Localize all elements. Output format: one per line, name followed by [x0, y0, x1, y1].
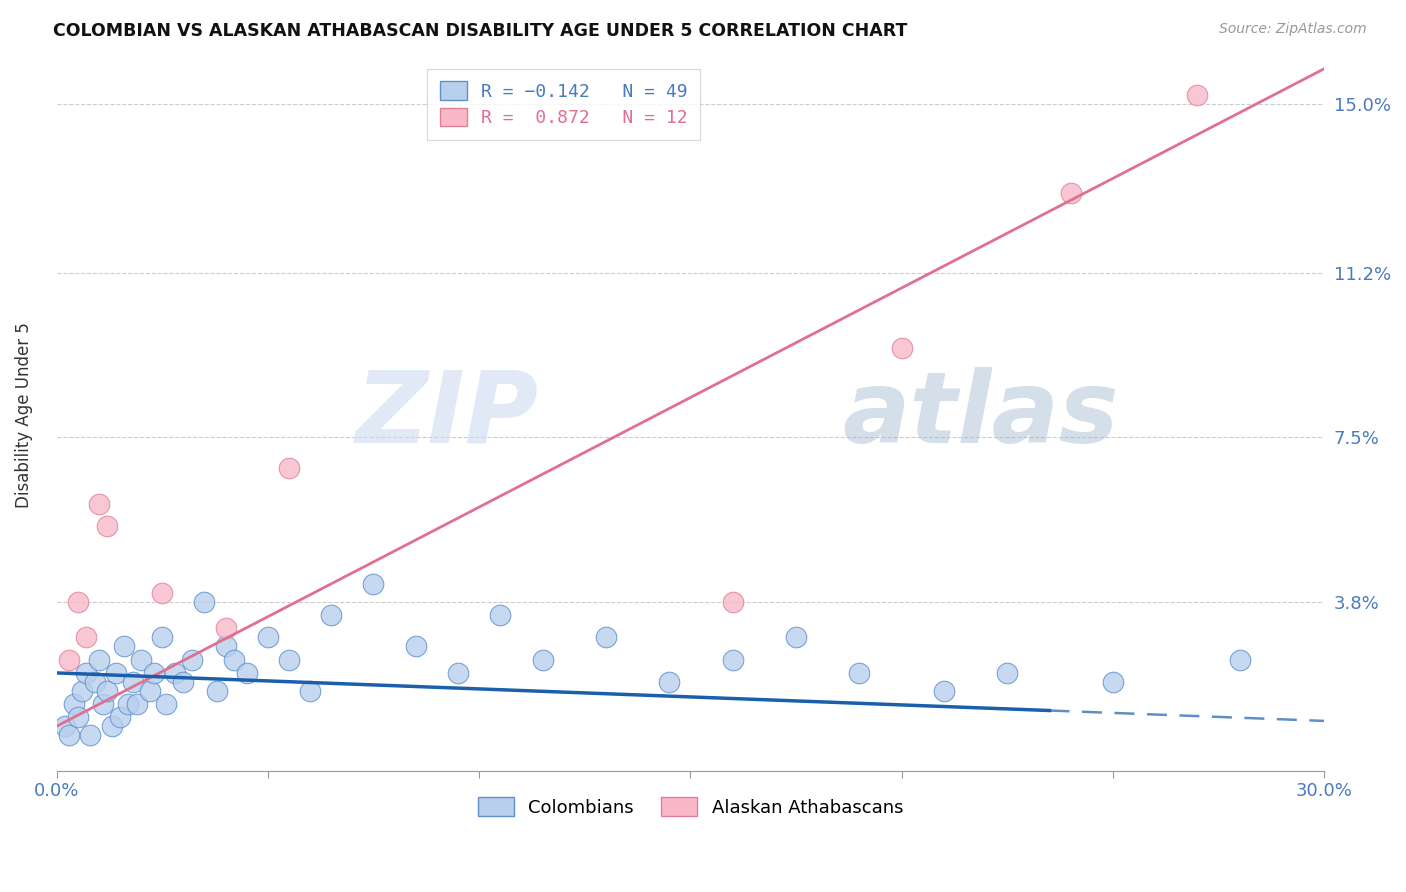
Legend: Colombians, Alaskan Athabascans: Colombians, Alaskan Athabascans	[468, 789, 912, 826]
Point	[205, 683, 228, 698]
Point	[66, 710, 89, 724]
Point	[1229, 652, 1251, 666]
Point	[595, 631, 617, 645]
Point	[66, 595, 89, 609]
Point	[91, 697, 114, 711]
Point	[489, 608, 512, 623]
Point	[278, 652, 301, 666]
Point	[117, 697, 139, 711]
Point	[172, 674, 194, 689]
Point	[79, 728, 101, 742]
Text: COLOMBIAN VS ALASKAN ATHABASCAN DISABILITY AGE UNDER 5 CORRELATION CHART: COLOMBIAN VS ALASKAN ATHABASCAN DISABILI…	[53, 22, 908, 40]
Y-axis label: Disability Age Under 5: Disability Age Under 5	[15, 322, 32, 508]
Point	[96, 519, 118, 533]
Point	[75, 665, 97, 680]
Point	[155, 697, 177, 711]
Point	[214, 622, 236, 636]
Point	[447, 665, 470, 680]
Text: ZIP: ZIP	[356, 367, 538, 464]
Text: Source: ZipAtlas.com: Source: ZipAtlas.com	[1219, 22, 1367, 37]
Point	[995, 665, 1018, 680]
Point	[108, 710, 131, 724]
Point	[150, 586, 173, 600]
Point	[150, 631, 173, 645]
Point	[112, 639, 135, 653]
Point	[138, 683, 160, 698]
Point	[163, 665, 186, 680]
Point	[299, 683, 322, 698]
Point	[58, 652, 80, 666]
Point	[278, 461, 301, 475]
Point	[58, 728, 80, 742]
Point	[125, 697, 148, 711]
Point	[53, 719, 76, 733]
Point	[104, 665, 127, 680]
Point	[785, 631, 807, 645]
Point	[1059, 186, 1081, 200]
Point	[658, 674, 681, 689]
Point	[222, 652, 245, 666]
Point	[62, 697, 84, 711]
Point	[142, 665, 165, 680]
Point	[531, 652, 554, 666]
Point	[193, 595, 215, 609]
Point	[100, 719, 122, 733]
Point	[96, 683, 118, 698]
Point	[721, 652, 744, 666]
Point	[405, 639, 427, 653]
Point	[83, 674, 105, 689]
Point	[932, 683, 955, 698]
Point	[1102, 674, 1125, 689]
Point	[321, 608, 343, 623]
Point	[721, 595, 744, 609]
Point	[70, 683, 93, 698]
Point	[257, 631, 280, 645]
Text: atlas: atlas	[842, 367, 1119, 464]
Point	[75, 631, 97, 645]
Point	[180, 652, 202, 666]
Point	[1187, 88, 1209, 103]
Point	[235, 665, 257, 680]
Point	[890, 342, 912, 356]
Point	[87, 497, 110, 511]
Point	[87, 652, 110, 666]
Point	[848, 665, 870, 680]
Point	[121, 674, 143, 689]
Point	[363, 577, 385, 591]
Point	[129, 652, 152, 666]
Point	[214, 639, 236, 653]
